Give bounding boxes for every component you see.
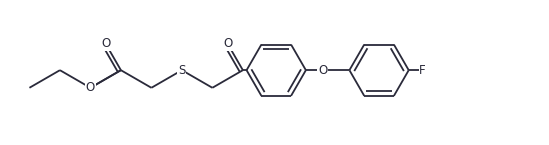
Text: O: O (86, 81, 95, 94)
Text: O: O (101, 37, 110, 50)
Text: O: O (318, 64, 327, 77)
Text: O: O (223, 37, 232, 50)
Text: S: S (178, 64, 186, 77)
Text: F: F (419, 64, 426, 77)
